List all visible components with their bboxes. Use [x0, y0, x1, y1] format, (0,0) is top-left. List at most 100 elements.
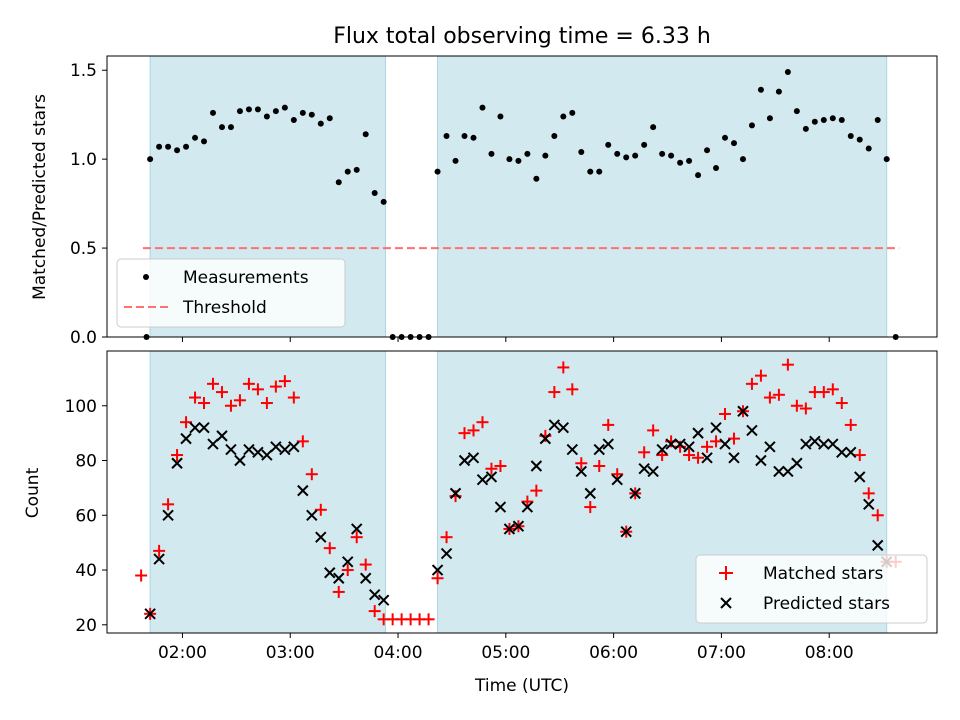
- measurement-point: [560, 113, 567, 120]
- predicted-star-point: [809, 435, 821, 448]
- predicted-star-point: [431, 564, 444, 576]
- measurement-point: [686, 157, 693, 164]
- measurement-point: [183, 143, 190, 150]
- measurement-point: [650, 124, 657, 131]
- matched-star-point: [323, 542, 336, 555]
- measurement-point: [605, 141, 612, 148]
- x-tick-label: 08:00: [805, 643, 854, 663]
- measurement-point: [299, 109, 306, 116]
- predicted-legend-label: Predicted stars: [763, 594, 890, 614]
- matched-star-point: [638, 446, 651, 459]
- measurement-point: [722, 134, 729, 141]
- predicted-star-point: [207, 438, 219, 450]
- matched-star-point: [458, 427, 471, 440]
- x-tick-label: 04:00: [374, 643, 423, 663]
- matched-star-point: [647, 424, 660, 437]
- matched-star-point: [260, 397, 273, 410]
- matched-star-point: [171, 449, 184, 462]
- measurement-point: [524, 150, 531, 157]
- measurement-point: [596, 168, 603, 175]
- measurement-point: [739, 156, 746, 163]
- matched-star-point: [440, 531, 453, 544]
- measurement-point: [632, 152, 639, 159]
- predicted-star-point: [737, 405, 749, 417]
- measurement-point: [641, 141, 648, 148]
- measurement-point: [730, 140, 737, 147]
- predicted-star-point: [342, 556, 354, 568]
- predicted-star-point: [359, 572, 372, 584]
- predicted-star-point: [521, 501, 534, 513]
- predicted-star-point: [557, 421, 570, 434]
- top-legend: Measurements Threshold: [116, 258, 346, 328]
- predicted-star-point: [494, 501, 507, 513]
- x-tick-label: 02:00: [158, 643, 207, 663]
- matched-star-point: [198, 397, 211, 410]
- matched-star-point: [817, 386, 830, 399]
- matched-star-point: [296, 435, 309, 448]
- matched-star-point: [575, 457, 588, 470]
- measurements-legend-label: Measurements: [183, 268, 309, 288]
- predicted-star-point: [683, 441, 695, 453]
- measurement-point: [802, 125, 809, 132]
- x-tick-label: 07:00: [697, 643, 746, 663]
- measurement-point: [587, 168, 594, 175]
- predicted-star-point: [512, 520, 525, 532]
- predicted-star-point: [171, 457, 183, 469]
- matched-star-point: [314, 503, 327, 516]
- measurement-point: [434, 168, 441, 175]
- measurement-point: [156, 143, 163, 150]
- matched-star-point: [494, 459, 507, 472]
- matched-star-point: [485, 462, 498, 475]
- predicted-star-point: [674, 438, 686, 450]
- matched-star-point: [189, 391, 202, 404]
- predicted-star-point: [297, 484, 309, 497]
- measurement-point: [775, 88, 782, 95]
- predicted-star-point: [368, 588, 381, 601]
- matched-star-point: [799, 402, 812, 415]
- top-marks: [142, 69, 900, 340]
- top-shaded-intervals: [149, 55, 888, 338]
- matched-star-point: [754, 369, 767, 382]
- predicted-star-point: [324, 567, 336, 579]
- predicted-star-point: [863, 498, 875, 511]
- predicted-star-point: [710, 421, 722, 434]
- bottom-marks: [135, 358, 902, 626]
- measurement-point: [578, 149, 585, 156]
- matched-star-point: [611, 468, 624, 481]
- measurement-point: [147, 156, 154, 163]
- predicted-star-point: [728, 452, 740, 464]
- predicted-star-point: [279, 443, 291, 456]
- predicted-star-point: [629, 487, 641, 500]
- matched-star-point: [206, 377, 219, 390]
- matched-star-point: [719, 407, 732, 420]
- matched-star-point: [242, 377, 255, 390]
- measurement-point: [380, 198, 387, 205]
- x-tick-label: 05:00: [481, 643, 530, 663]
- bottom-legend: Matched stars Predicted stars: [695, 554, 928, 624]
- predicted-star-point: [539, 432, 552, 445]
- measurement-point: [515, 157, 522, 164]
- predicted-star-point: [818, 438, 830, 450]
- predicted-star-point: [764, 441, 776, 453]
- threshold-legend-label: Threshold: [182, 298, 267, 318]
- matched-star-point: [871, 509, 884, 522]
- matched-star-point: [332, 585, 345, 598]
- predicted-star-point: [719, 438, 731, 450]
- predicted-star-point: [656, 443, 668, 456]
- measurement-point: [704, 147, 711, 154]
- measurement-point: [192, 134, 199, 141]
- measurement-point: [811, 118, 818, 125]
- bottom-y-tick-label: 60: [75, 506, 97, 526]
- predicted-star-point: [701, 452, 713, 464]
- bottom-y-tick-label: 80: [75, 452, 97, 472]
- x-tick-label: 06:00: [589, 643, 638, 663]
- top-y-axis-label: Matched/Predicted stars: [30, 94, 50, 300]
- top-x-ticks: [181, 337, 830, 342]
- top-shaded-interval: [437, 55, 888, 338]
- top-y-tick-label: 1.0: [70, 150, 97, 170]
- measurement-point: [659, 150, 666, 157]
- predicted-star-point: [503, 523, 516, 535]
- predicted-star-point: [836, 446, 848, 459]
- matched-star-point: [467, 424, 480, 437]
- matched-legend-marker: [719, 566, 733, 580]
